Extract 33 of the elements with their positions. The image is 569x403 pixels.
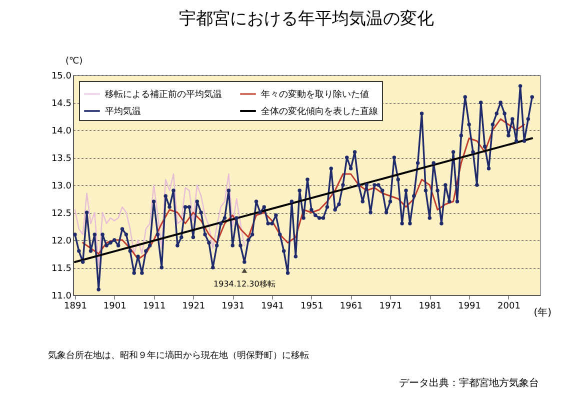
text: データ出典：宇都宮地方気象台: [399, 376, 539, 390]
legend-label: 平均気温: [105, 106, 141, 117]
y-tick-label: 14.0: [51, 126, 72, 136]
x-tick-label: 1951: [300, 302, 324, 312]
x-tick-label: 1941: [261, 302, 284, 312]
y-tick-label: 13.0: [51, 182, 72, 192]
x-tick-label: 1921: [182, 302, 206, 312]
y-tick-label: 11.5: [51, 264, 72, 274]
x-tick-label: 1901: [103, 302, 126, 312]
y-tick-label: 14.5: [51, 99, 72, 109]
x-tick-label: 1971: [379, 302, 402, 312]
x-tick-label: 1981: [418, 302, 442, 312]
line-series: [74, 173, 246, 268]
x-tick-label: 2001: [498, 302, 520, 312]
x-tick-label: 1931: [222, 302, 245, 312]
chart-title: 宇都宮における年平均気温の変化: [179, 9, 434, 29]
legend-label: 年々の変動を取り除いた値: [261, 89, 369, 100]
legend-label: 全体の変化傾向を表した直線: [261, 106, 378, 117]
text: 気象台所在地は、昭和９年に塙田から現在地（明保野町）に移転: [48, 350, 309, 362]
y-tick-label: 13.5: [51, 154, 72, 164]
x-axis-title: (年): [534, 306, 552, 318]
line-series: [82, 118, 525, 260]
legend-label: 移転による補正前の平均気温: [105, 89, 222, 100]
y-tick-label: 12.0: [51, 236, 72, 246]
y-tick-label: 12.5: [51, 209, 72, 219]
x-tick-label: 1891: [64, 302, 87, 312]
x-tick-label: 1961: [340, 302, 363, 312]
y-axis-title: (℃): [66, 56, 83, 66]
y-tick-label: 11.0: [51, 292, 72, 302]
annotation: 1934.12.30移転: [214, 280, 276, 288]
y-tick-label: 15.0: [51, 72, 72, 82]
x-tick-label: 1991: [458, 302, 482, 312]
x-tick-label: 1911: [142, 302, 166, 312]
